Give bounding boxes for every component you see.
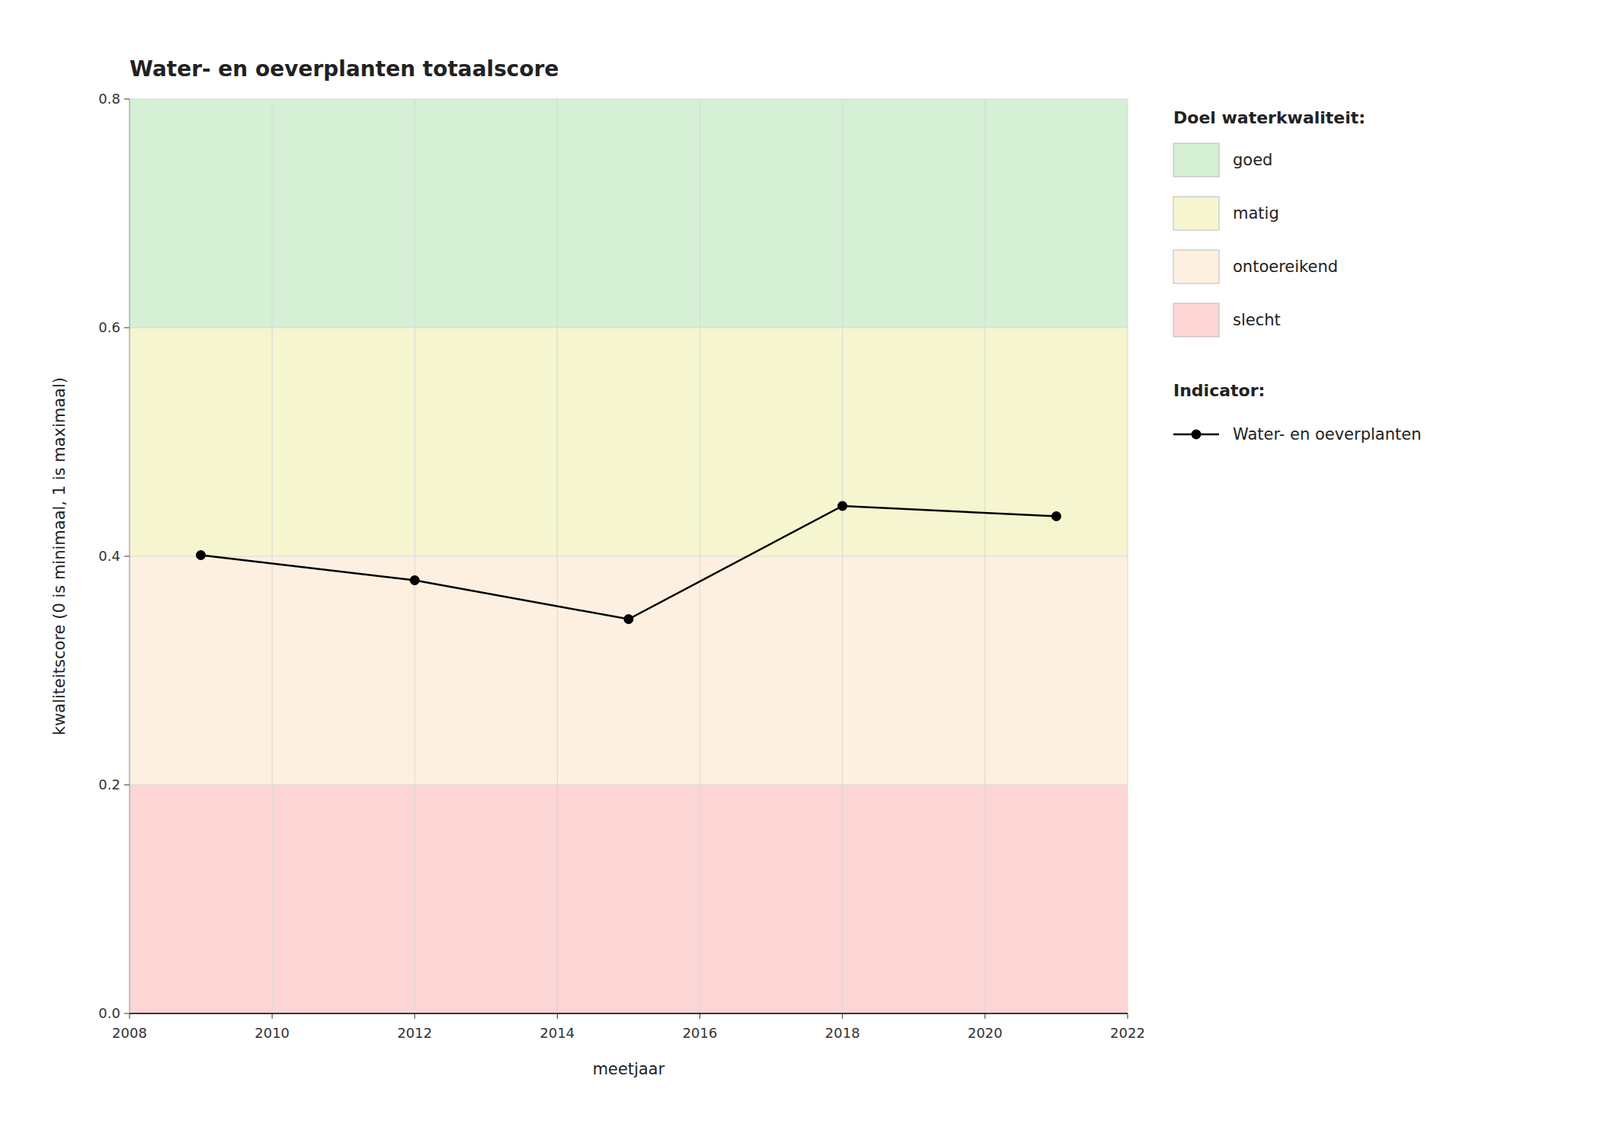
- title: Water- en oeverplanten totaalscore: [129, 56, 560, 82]
- zone: [129, 784, 1128, 1014]
- background: [0, 0, 1600, 1143]
- grid-line-y: [129, 327, 1128, 329]
- tick-x: [699, 1013, 701, 1019]
- tick-x: [414, 1013, 416, 1019]
- tick-label-x: 2016: [682, 1024, 718, 1041]
- point: [409, 575, 420, 586]
- legend-title: Indicator:: [1173, 380, 1265, 400]
- tick-y: [124, 784, 130, 786]
- zone: [129, 327, 1128, 557]
- tick-label-y: 0.0: [98, 1004, 121, 1021]
- tick-x: [841, 1013, 843, 1019]
- legend-label: slecht: [1232, 310, 1281, 330]
- grid-line-y: [129, 556, 1128, 557]
- tick-label-x: 2022: [1110, 1024, 1146, 1041]
- legend-label: Water- en oeverplanten: [1232, 425, 1421, 444]
- series-line: [201, 505, 1057, 620]
- tick-y: [124, 327, 130, 329]
- legend-swatch: [1173, 196, 1220, 231]
- tick-label-x: 2012: [396, 1024, 432, 1041]
- grid: [129, 99, 1128, 1014]
- tick-y: [124, 556, 130, 557]
- data: [195, 501, 1062, 625]
- grid-line-y: [129, 1013, 1128, 1015]
- grid-line-x: [129, 99, 131, 1014]
- tick-x: [272, 1013, 273, 1019]
- tick-y: [124, 99, 130, 100]
- zones: [129, 99, 1128, 1014]
- grid-line-y: [129, 784, 1128, 786]
- tick-label-y: 0.4: [98, 547, 121, 564]
- zone: [129, 99, 1128, 328]
- tick-label-y: 0.2: [98, 776, 121, 793]
- point: [1051, 511, 1062, 522]
- grid-line-y: [129, 99, 1128, 100]
- tick-label-y: 0.6: [98, 319, 121, 336]
- legend-marker: [1191, 429, 1202, 440]
- tick-label-x: 2014: [540, 1024, 576, 1041]
- legend-swatch: [1173, 303, 1220, 337]
- point: [195, 550, 206, 560]
- tick-y: [124, 1013, 130, 1015]
- tick-x: [556, 1013, 558, 1019]
- tick-label-x: 2008: [112, 1024, 148, 1041]
- y-axis-line: [129, 99, 131, 1014]
- axes: 2008 2010 2012 2014 2016 2018 2020 2022 0.0 0.2 0.…: [98, 90, 1146, 1041]
- legend: Doel waterkwaliteit: goed matig ontoereiken…: [1173, 108, 1421, 444]
- legend-label: ontoereikend: [1232, 257, 1338, 276]
- tick-x: [984, 1013, 986, 1019]
- tick-x: [129, 1013, 131, 1019]
- legend-title: Doel waterkwaliteit:: [1173, 108, 1366, 128]
- zone: [129, 556, 1128, 785]
- tick-label-x: 2018: [825, 1024, 861, 1041]
- tick-label-x: 2010: [254, 1024, 290, 1041]
- point: [837, 501, 848, 512]
- chart: 2008 2010 2012 2014 2016 2018 2020 2022 0.0 0.2 0.…: [0, 0, 1600, 1143]
- x-axis-line: [129, 1012, 1128, 1015]
- legend-label: matig: [1232, 204, 1280, 223]
- point: [624, 614, 634, 624]
- x-axis-label: meetjaar: [592, 1059, 666, 1079]
- legend-swatch: [1173, 143, 1220, 177]
- tick-x: [1127, 1013, 1129, 1019]
- y-axis-label: kwaliteitscore (0 is minimaal, 1 is maxi…: [50, 377, 69, 736]
- legend-label: goed: [1232, 150, 1273, 170]
- tick-label-y: 0.8: [98, 90, 121, 107]
- legend-swatch: [1173, 249, 1220, 284]
- tick-label-x: 2020: [967, 1024, 1003, 1041]
